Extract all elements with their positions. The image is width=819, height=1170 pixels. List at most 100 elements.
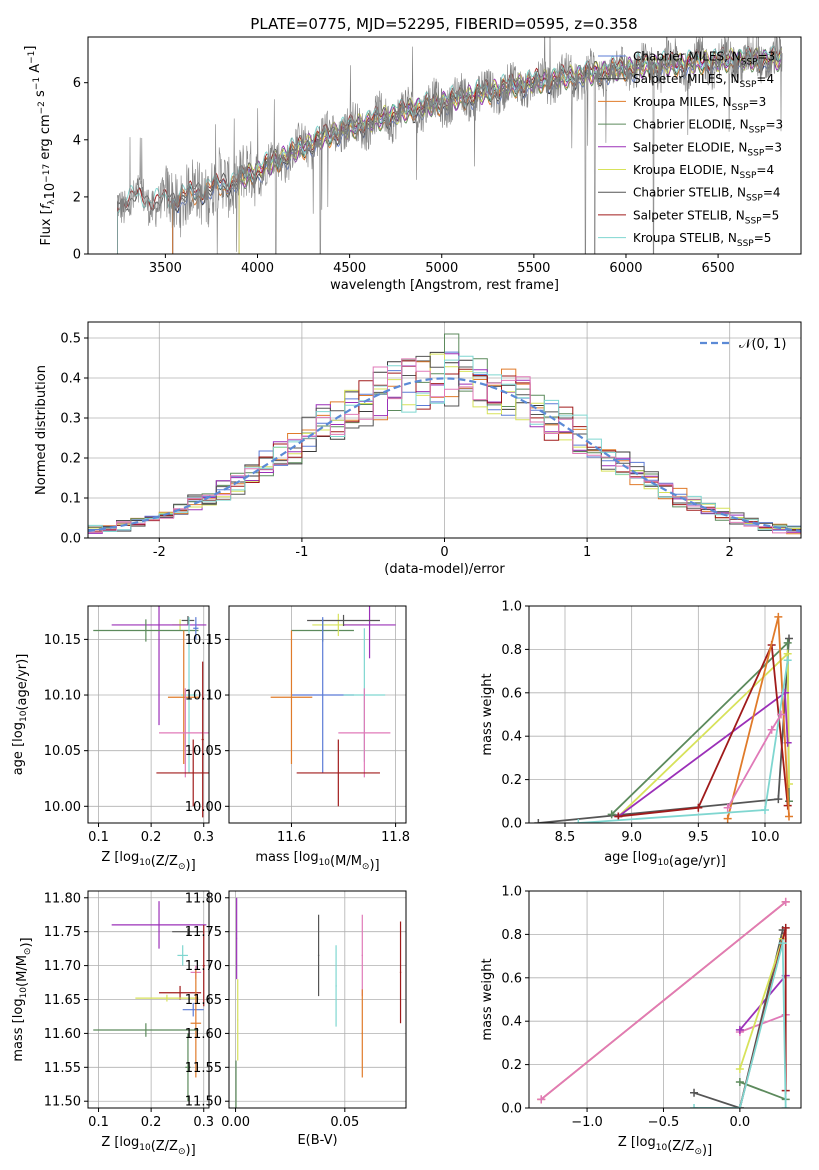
label-part: SSP bbox=[745, 216, 762, 226]
label-part: Kroupa MILES, N bbox=[633, 95, 732, 109]
label-part: A bbox=[28, 64, 43, 77]
y-tick-label: 0.3 bbox=[60, 412, 81, 427]
label-part: Kroupa ELODIE, N bbox=[633, 163, 740, 177]
label-part: SSP bbox=[740, 80, 757, 90]
weight-marker bbox=[774, 795, 783, 804]
mass-vs-metallicity-panel: 0.1 0.2 0.3 11.50 11.55 11.60 11.65 11.70 11.75 1… bbox=[11, 890, 214, 1158]
y-tick-label: 0.6 bbox=[501, 971, 522, 986]
axes-frame bbox=[228, 890, 407, 1109]
x-axis-label: E(B-V) bbox=[297, 1133, 337, 1148]
label-part: (M/M bbox=[15, 955, 30, 987]
legend-label: Chabrier STELIB, NSSP​=4 bbox=[633, 186, 781, 204]
label-part: erg cm bbox=[38, 114, 53, 163]
legend-label: Kroupa MILES, NSSP​=3 bbox=[633, 95, 766, 113]
superscript: −1 bbox=[27, 51, 37, 64]
y-axis-label: mass weight bbox=[480, 673, 495, 755]
y-tick-label: 0.2 bbox=[501, 1058, 522, 1073]
y-axis-label: Flux [fλ10−17 erg cm−2 s−1 A−1] bbox=[23, 46, 58, 246]
y-tick-label: 0.5 bbox=[60, 332, 81, 347]
label-part: Chabrier MILES, N bbox=[633, 50, 741, 64]
y-tick-label: 11.55 bbox=[44, 1061, 81, 1076]
x-axis-label: wavelength [Angstrom, rest frame] bbox=[330, 278, 559, 293]
label-part: Chabrier STELIB, N bbox=[633, 186, 746, 200]
label-part: )] bbox=[369, 858, 379, 873]
label-part: Salpeter STELIB, N bbox=[633, 208, 745, 222]
y-tick-label: 11.55 bbox=[185, 1061, 222, 1076]
weight-marker bbox=[735, 1104, 744, 1108]
x-tick-label: 0.0 bbox=[730, 1115, 751, 1130]
x-tick-label: 0.05 bbox=[330, 1115, 359, 1130]
subscript: 10 bbox=[139, 858, 151, 868]
label-part: )] bbox=[186, 1143, 196, 1158]
weight-series-line bbox=[618, 641, 789, 818]
legend: Chabrier MILES, NSSP​=3 Salpeter MILES, N… bbox=[598, 50, 783, 249]
weight-marker bbox=[694, 803, 703, 812]
weight-marker bbox=[781, 1104, 790, 1108]
label-part: SSP bbox=[732, 103, 749, 113]
y-axis-label: mass weight bbox=[480, 958, 495, 1040]
y-tick-label: 10.10 bbox=[185, 689, 222, 704]
spectrum-panel: 3500 4000 4500 5000 5500 6000 6500 0 2 4 6 waveleng… bbox=[23, 36, 802, 293]
weight-marker bbox=[781, 897, 790, 906]
y-tick-label: 1.0 bbox=[501, 600, 522, 615]
x-tick-label: 0.2 bbox=[141, 1115, 162, 1130]
x-tick-label: 2 bbox=[726, 545, 734, 560]
observed-spectrum-line bbox=[117, 37, 783, 254]
x-axis-label: mass [log10(M/M⊙)] bbox=[255, 850, 379, 873]
plot-area bbox=[534, 612, 793, 823]
x-tick-label: 0.3 bbox=[193, 1115, 214, 1130]
subscript: 10 bbox=[319, 858, 331, 868]
weight-marker bbox=[761, 805, 769, 814]
x-tick-label: 0.1 bbox=[88, 1115, 109, 1130]
subscript: λ bbox=[47, 199, 57, 205]
y-tick-label: 0.0 bbox=[501, 1102, 522, 1117]
x-tick-label: 8.5 bbox=[555, 830, 576, 845]
y-tick-label: 10.10 bbox=[44, 689, 81, 704]
label-part: Normed distribution bbox=[34, 365, 49, 495]
label-part: =3 bbox=[765, 118, 783, 132]
x-tick-label: 0.00 bbox=[221, 1115, 250, 1130]
y-tick-label: 0.6 bbox=[501, 686, 522, 701]
axes-frame bbox=[87, 890, 210, 1109]
plot-area bbox=[235, 897, 402, 1108]
y-tick-label: 11.70 bbox=[185, 959, 222, 974]
subscript: ⊙ bbox=[362, 862, 370, 872]
y-tick-label: 10.15 bbox=[185, 633, 222, 648]
y-tick-label: 11.80 bbox=[185, 891, 222, 906]
x-axis-label: Z [log10(Z/Z⊙)] bbox=[101, 850, 195, 873]
label-part: =4 bbox=[763, 186, 781, 200]
plot-area bbox=[93, 901, 207, 1102]
plot-area bbox=[270, 606, 396, 807]
label-part: Kroupa STELIB, N bbox=[633, 231, 737, 245]
axes-frame bbox=[528, 890, 802, 1109]
y-tick-label: 0.0 bbox=[60, 532, 81, 547]
weight-marker bbox=[735, 1077, 744, 1086]
label-part: mass weight bbox=[480, 673, 495, 755]
weight-marker bbox=[723, 814, 732, 823]
label-part: )] bbox=[19, 937, 34, 947]
label-part: )] bbox=[186, 858, 196, 873]
y-tick-label: 0.0 bbox=[501, 817, 522, 832]
label-part: SSP bbox=[740, 171, 757, 181]
plot-area bbox=[117, 37, 783, 254]
label-part: (age/yr)] bbox=[15, 654, 30, 711]
weight-series-line bbox=[540, 901, 787, 1101]
x-axis-label: Z [log10(Z/Z⊙)] bbox=[101, 1135, 195, 1158]
weight-marker bbox=[783, 638, 792, 647]
weight-series-line bbox=[611, 640, 790, 815]
subscript: ⊙ bbox=[23, 948, 33, 956]
axes-frame bbox=[528, 605, 802, 824]
weight-marker bbox=[690, 1104, 699, 1108]
label-part: (Z/Z bbox=[151, 1139, 178, 1154]
weight-marker bbox=[607, 810, 616, 819]
label-part: =3 bbox=[764, 140, 782, 154]
y-tick-label: 0.8 bbox=[501, 928, 522, 943]
figure-title: PLATE=0775, MJD=52295, FIBERID=0595, z=0… bbox=[250, 15, 637, 33]
label-part: =3 bbox=[749, 95, 767, 109]
label-part: mass weight bbox=[480, 958, 495, 1040]
y-tick-label: 10.00 bbox=[44, 800, 81, 815]
label-part: f bbox=[39, 202, 54, 209]
axes-frame bbox=[87, 36, 802, 255]
weight-marker bbox=[774, 612, 783, 621]
y-tick-label: 4 bbox=[73, 133, 81, 148]
